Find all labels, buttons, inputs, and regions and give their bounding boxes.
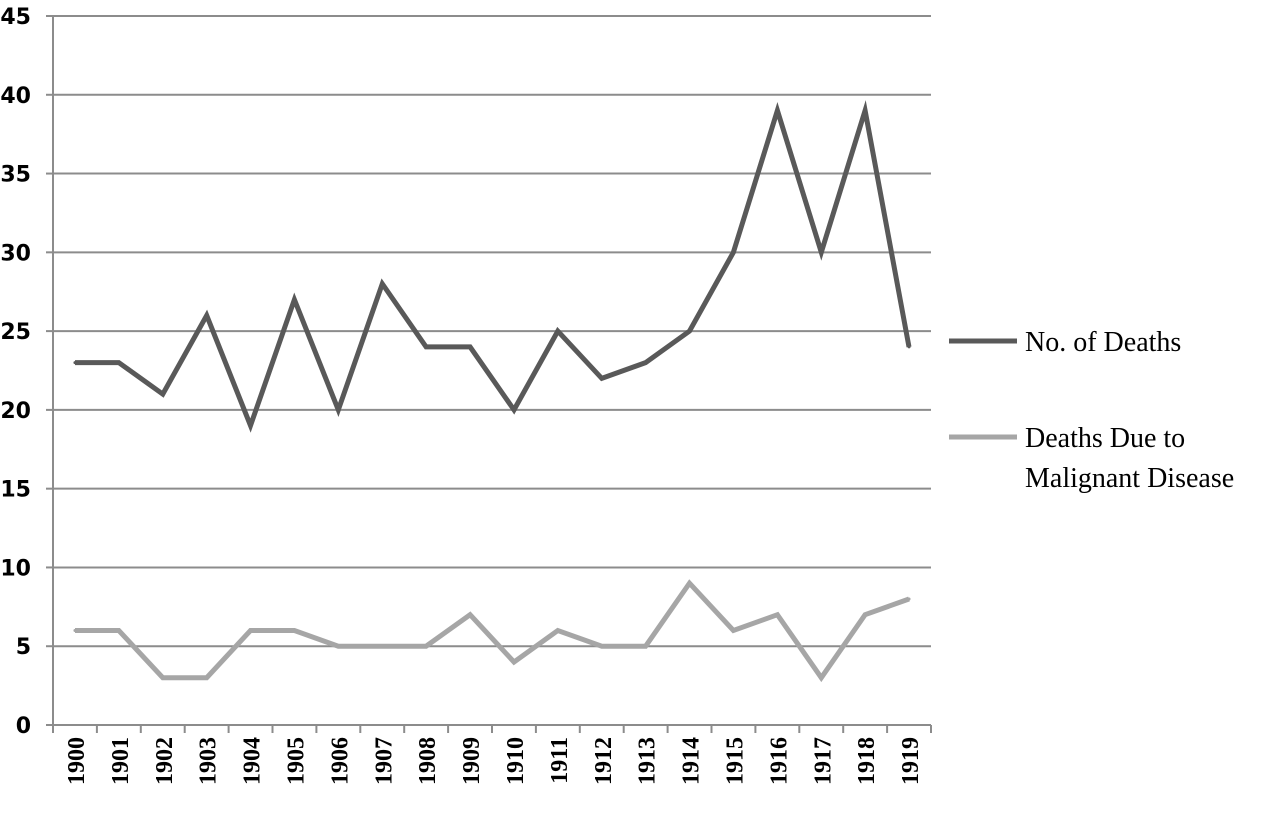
y-axis-tick-labels: 0 5 10 15 20 25 30 35 40 45 <box>0 5 31 739</box>
data-point <box>819 250 823 254</box>
y-tick-label: 30 <box>0 241 31 266</box>
x-tick-label: 1909 <box>459 737 485 785</box>
x-tick-label: 1919 <box>898 737 924 785</box>
x-tick-label: 1914 <box>679 737 705 785</box>
data-point <box>644 361 648 365</box>
data-point <box>512 660 516 664</box>
data-point <box>249 628 253 632</box>
data-point <box>468 345 472 349</box>
legend: No. of Deaths Deaths Due to Malignant Dise… <box>949 327 1234 494</box>
data-point <box>424 345 428 349</box>
data-point <box>863 613 867 617</box>
x-tick-label: 1910 <box>503 737 529 785</box>
x-tick-label: 1908 <box>415 737 441 785</box>
data-point <box>73 361 77 365</box>
data-point <box>117 628 121 632</box>
data-point <box>424 644 428 648</box>
data-point <box>161 676 165 680</box>
data-point <box>292 298 296 302</box>
data-point <box>292 628 296 632</box>
x-tick-label: 1903 <box>196 737 222 785</box>
data-point <box>380 644 384 648</box>
data-point <box>380 282 384 286</box>
legend-label: Malignant Disease <box>1025 463 1234 494</box>
y-tick-label: 20 <box>0 399 31 424</box>
x-tick-label: 1913 <box>635 737 661 785</box>
series-lines <box>73 100 912 683</box>
data-point <box>336 408 340 412</box>
x-tick-label: 1901 <box>108 737 134 785</box>
series-line-0 <box>75 100 912 433</box>
x-tick-label: 1911 <box>547 737 573 784</box>
data-point <box>688 329 692 333</box>
data-point <box>117 361 121 365</box>
data-point <box>863 109 867 113</box>
data-point <box>907 597 911 601</box>
y-tick-label: 25 <box>0 320 31 345</box>
x-axis-tick-labels: 1900 1901 1902 1903 1904 1905 1906 1907 1908 1909… <box>64 737 924 785</box>
data-point <box>205 313 209 317</box>
x-tick-label: 1906 <box>327 737 353 785</box>
legend-label: No. of Deaths <box>1025 327 1181 358</box>
data-point <box>73 628 77 632</box>
y-tick-label: 0 <box>16 714 31 739</box>
data-point <box>731 250 735 254</box>
gridlines <box>53 15 931 648</box>
x-tick-label: 1904 <box>240 737 266 785</box>
data-point <box>775 109 779 113</box>
data-point <box>205 676 209 680</box>
series-line-1 <box>75 579 910 683</box>
data-point <box>336 644 340 648</box>
axes <box>46 15 932 733</box>
x-tick-label: 1917 <box>810 737 836 785</box>
x-tick-label: 1905 <box>283 737 309 785</box>
x-tick-label: 1918 <box>854 737 880 785</box>
data-point <box>468 613 472 617</box>
legend-label: Deaths Due to <box>1025 423 1185 454</box>
data-point <box>161 392 165 396</box>
data-point <box>644 644 648 648</box>
data-point <box>512 408 516 412</box>
data-point <box>688 581 692 585</box>
data-point <box>556 628 560 632</box>
x-tick-label: 1916 <box>766 737 792 785</box>
data-point <box>600 644 604 648</box>
y-tick-label: 10 <box>0 556 31 581</box>
y-tick-label: 5 <box>16 635 31 660</box>
y-tick-label: 35 <box>0 163 31 188</box>
data-point <box>600 376 604 380</box>
x-tick-label: 1900 <box>64 737 90 785</box>
data-point <box>731 628 735 632</box>
data-point <box>556 329 560 333</box>
x-tick-label: 1902 <box>152 737 178 785</box>
x-tick-label: 1915 <box>722 737 748 785</box>
data-point <box>819 676 823 680</box>
data-point <box>775 613 779 617</box>
x-tick-label: 1907 <box>371 737 397 785</box>
y-tick-label: 45 <box>0 5 31 30</box>
data-point <box>907 345 911 349</box>
data-point <box>249 424 253 428</box>
y-tick-label: 40 <box>0 84 31 109</box>
x-tick-label: 1912 <box>591 737 617 785</box>
y-tick-label: 15 <box>0 478 31 503</box>
